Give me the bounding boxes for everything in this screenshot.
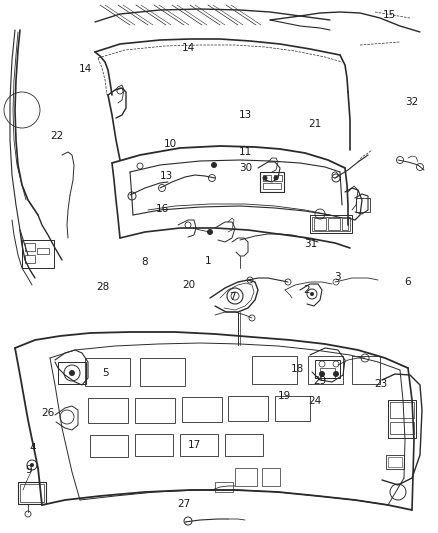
Text: 17: 17	[188, 440, 201, 450]
Bar	[390, 402, 414, 418]
Circle shape	[333, 371, 339, 377]
Bar	[388, 400, 416, 438]
Bar	[90, 435, 128, 457]
Bar	[135, 434, 173, 456]
Bar	[215, 482, 233, 492]
Bar	[18, 482, 46, 504]
Bar	[182, 397, 222, 422]
Text: 16: 16	[155, 204, 169, 214]
Text: 27: 27	[177, 499, 191, 508]
Text: 20: 20	[182, 280, 195, 290]
Bar	[25, 255, 35, 263]
Bar	[388, 457, 402, 467]
Circle shape	[69, 370, 75, 376]
Circle shape	[262, 175, 268, 181]
Text: 13: 13	[239, 110, 252, 119]
Bar	[263, 175, 271, 181]
Text: 1: 1	[205, 256, 212, 266]
Bar	[262, 468, 280, 486]
Text: 5: 5	[102, 368, 109, 378]
Text: 28: 28	[96, 282, 110, 292]
Text: 30: 30	[239, 163, 252, 173]
Text: 9: 9	[25, 465, 32, 475]
Bar	[37, 248, 49, 254]
Bar	[135, 398, 175, 423]
Bar	[88, 398, 128, 423]
Circle shape	[211, 162, 217, 168]
Bar	[386, 455, 404, 469]
Bar	[140, 358, 185, 386]
Bar	[308, 356, 343, 384]
Text: 22: 22	[50, 132, 64, 141]
Text: 15: 15	[383, 10, 396, 20]
Text: 14: 14	[79, 64, 92, 74]
Bar	[312, 217, 350, 231]
Text: 23: 23	[374, 379, 388, 389]
Circle shape	[273, 175, 279, 181]
Text: 2: 2	[303, 286, 310, 295]
Text: 8: 8	[141, 257, 148, 267]
Circle shape	[310, 292, 314, 296]
Bar	[314, 218, 326, 230]
Circle shape	[319, 371, 325, 377]
Text: 3: 3	[334, 272, 341, 282]
Bar	[315, 360, 340, 378]
Bar	[252, 356, 297, 384]
Text: 7: 7	[229, 293, 236, 302]
Text: 18: 18	[291, 365, 304, 374]
Bar	[328, 218, 340, 230]
Text: 11: 11	[239, 147, 252, 157]
Bar	[356, 198, 370, 212]
Text: 14: 14	[182, 43, 195, 53]
Text: 21: 21	[309, 119, 322, 128]
Bar	[180, 434, 218, 456]
Bar	[235, 468, 257, 486]
Circle shape	[30, 463, 34, 467]
Text: 29: 29	[313, 376, 326, 386]
Bar	[352, 356, 380, 384]
Text: 31: 31	[304, 239, 318, 248]
Bar	[58, 362, 86, 384]
Text: 6: 6	[404, 278, 411, 287]
Bar	[274, 175, 282, 181]
Bar	[320, 368, 335, 378]
Bar	[25, 243, 35, 251]
Bar	[275, 396, 310, 421]
Text: 4: 4	[29, 443, 36, 453]
Bar	[260, 172, 284, 192]
Text: 26: 26	[42, 408, 55, 418]
Bar	[390, 422, 414, 434]
Text: 10: 10	[164, 139, 177, 149]
Bar	[85, 358, 130, 386]
Bar	[225, 434, 263, 456]
Bar	[22, 240, 54, 268]
Bar	[342, 218, 348, 230]
Bar	[228, 396, 268, 421]
Text: 13: 13	[160, 171, 173, 181]
Circle shape	[207, 229, 213, 235]
Text: 19: 19	[278, 391, 291, 401]
Text: 32: 32	[405, 98, 418, 107]
Bar	[20, 484, 44, 502]
Bar	[263, 183, 281, 189]
Bar	[310, 215, 352, 233]
Text: 24: 24	[309, 396, 322, 406]
